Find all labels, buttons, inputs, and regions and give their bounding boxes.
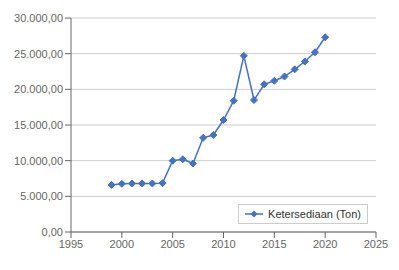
- svg-text:2020: 2020: [313, 238, 337, 250]
- svg-text:1995: 1995: [59, 238, 83, 250]
- svg-text:20.000,00: 20.000,00: [14, 83, 63, 95]
- html-text:Ketersediaan (Ton): Ketersediaan (Ton): [268, 208, 361, 220]
- svg-text:30.000,00: 30.000,00: [14, 12, 63, 24]
- svg-text:25.000,00: 25.000,00: [14, 48, 63, 60]
- svg-text:2025: 2025: [364, 238, 388, 250]
- svg-text:15.000,00: 15.000,00: [14, 119, 63, 131]
- svg-text:10.000,00: 10.000,00: [14, 155, 63, 167]
- svg-text:2000: 2000: [110, 238, 134, 250]
- svg-text:0,00: 0,00: [42, 226, 63, 238]
- svg-text:2005: 2005: [160, 238, 184, 250]
- svg-text:5.000,00: 5.000,00: [20, 190, 63, 202]
- svg-text:2010: 2010: [211, 238, 235, 250]
- svg-text:2015: 2015: [262, 238, 286, 250]
